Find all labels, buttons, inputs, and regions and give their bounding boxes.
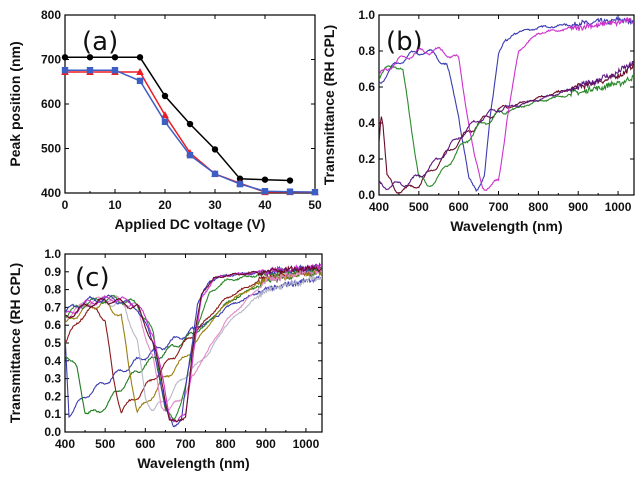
data-point	[136, 67, 144, 75]
data-point	[286, 177, 294, 184]
y-tick-label: 700	[41, 53, 61, 67]
series-line	[379, 60, 634, 191]
data-point	[261, 188, 269, 195]
x-tick-label: 800	[216, 437, 236, 451]
data-point	[111, 54, 119, 61]
x-tick-label: 900	[568, 200, 588, 214]
data-point	[136, 77, 144, 85]
y-axis-title: Transmittance (RH CPL)	[7, 263, 23, 423]
data-point	[86, 66, 94, 74]
y-tick-label: 0.6	[358, 80, 375, 94]
plot-frame	[378, 14, 635, 196]
x-tick-label: 700	[489, 200, 509, 214]
x-tick-label: 600	[135, 437, 155, 451]
chart-panel-a: 0 10 20 30 40 50 400 500 600 700 800 Applied DC vol…	[7, 8, 322, 232]
data-point	[61, 54, 69, 61]
x-tick-label: 0	[62, 198, 69, 212]
series-line	[65, 264, 322, 423]
y-tick-label: 0.0	[358, 188, 375, 202]
y-tick-label: 400	[41, 186, 61, 200]
data-point	[136, 54, 144, 61]
panel-label: (c)	[75, 263, 110, 293]
series-line	[65, 263, 322, 423]
x-tick-label: 30	[208, 198, 222, 212]
series-line	[65, 71, 315, 193]
data-point	[286, 188, 294, 195]
x-tick-label: 700	[175, 437, 195, 451]
panel-label: (a)	[82, 27, 118, 57]
y-tick-label: 0.1	[44, 407, 61, 421]
x-tick-label: 600	[449, 200, 469, 214]
y-tick-label: 0.4	[44, 354, 61, 368]
y-tick-label: 0.3	[44, 372, 61, 386]
y-axis-title: Peak position (nm)	[7, 41, 23, 166]
y-tick-label: 0.9	[44, 265, 61, 279]
series-line	[379, 17, 634, 192]
y-tick-label: 600	[41, 97, 61, 111]
data-point	[161, 92, 169, 100]
x-tick-label: 40	[258, 198, 272, 212]
data-point	[186, 120, 194, 128]
data-point	[311, 188, 319, 196]
x-tick-label: 400	[369, 200, 389, 214]
x-axis-title: Wavelength (nm)	[450, 218, 562, 234]
y-tick-label: 1.0	[358, 8, 375, 22]
data-point	[161, 111, 169, 119]
x-tick-label: 800	[528, 200, 548, 214]
x-tick-label: 20	[158, 198, 172, 212]
data-point	[236, 175, 244, 182]
x-tick-label: 50	[308, 198, 322, 212]
y-tick-label: 0.0	[44, 425, 61, 439]
y-tick-label: 0.2	[358, 152, 375, 166]
series-line	[65, 69, 315, 193]
x-tick-label: 400	[55, 437, 75, 451]
data-point	[211, 146, 219, 153]
y-tick-label: 800	[41, 8, 61, 22]
x-axis-title: Applied DC voltage (V)	[115, 216, 266, 232]
series-line	[379, 15, 634, 193]
panel-label: (b)	[386, 27, 423, 57]
chart-panel-c: 400 500 600 700 800 900 1000 0.0 0.1 0.2 0.3 0.4 0.5…	[7, 247, 323, 471]
data-point	[161, 118, 169, 125]
series-line	[65, 268, 322, 412]
y-tick-label: 0.5	[44, 336, 61, 350]
y-tick-label: 0.8	[358, 44, 375, 58]
x-axis-title: Wavelength (nm)	[137, 455, 249, 471]
y-tick-label: 0.6	[44, 318, 61, 332]
y-tick-label: 500	[41, 142, 61, 156]
y-tick-label: 0.2	[44, 389, 61, 403]
series-line	[65, 56, 291, 182]
x-tick-label: 1000	[605, 200, 632, 214]
x-tick-label: 10	[108, 198, 122, 212]
y-tick-label: 1.0	[44, 247, 61, 261]
data-point	[86, 54, 94, 61]
x-tick-label: 1000	[293, 437, 320, 451]
x-tick-label: 500	[95, 437, 115, 451]
y-tick-label: 0.4	[358, 116, 375, 130]
chart-panel-b: 400 500 600 700 800 900 1000 0.0 0.2 0.4 0.6 0.8 1.0…	[321, 8, 635, 234]
y-tick-label: 0.7	[44, 300, 61, 314]
data-point	[236, 180, 244, 188]
y-axis-title: Transmittance (RH CPL)	[321, 25, 337, 185]
x-tick-label: 500	[409, 200, 429, 214]
data-point	[61, 66, 69, 74]
data-point	[211, 170, 219, 178]
x-tick-label: 900	[256, 437, 276, 451]
data-point	[111, 66, 119, 74]
data-point	[261, 176, 269, 183]
data-point	[186, 151, 194, 159]
y-tick-label: 0.8	[44, 283, 61, 297]
